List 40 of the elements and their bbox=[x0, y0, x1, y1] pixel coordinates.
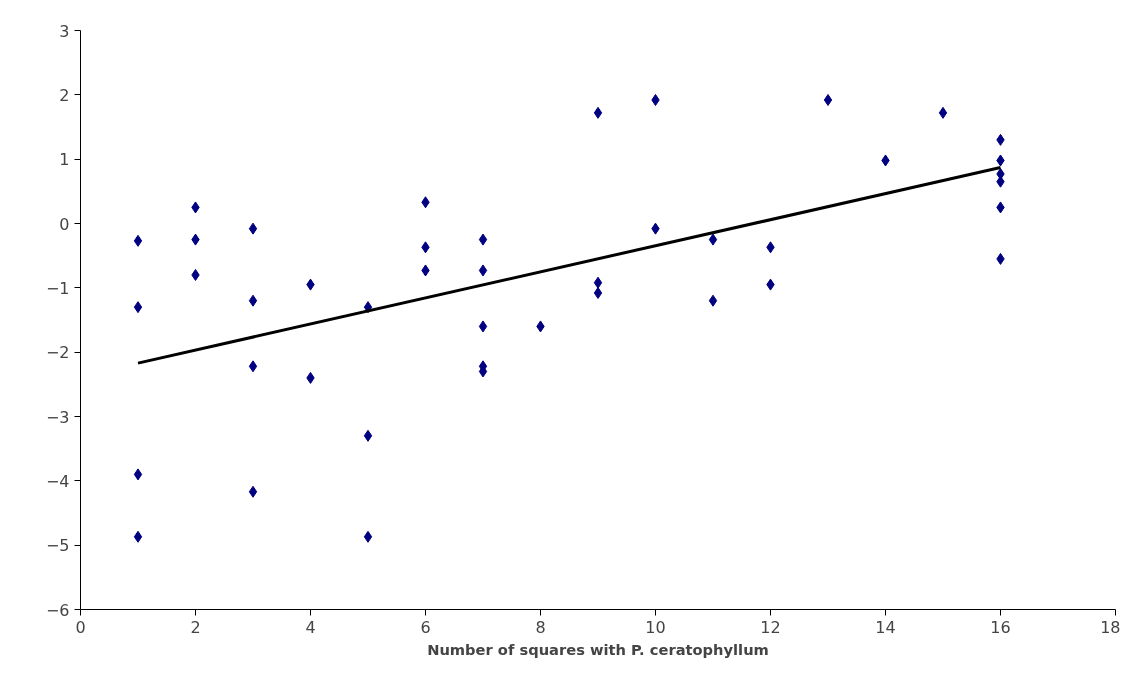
y-tick-label: −5 bbox=[45, 536, 70, 556]
x-tick-label: 6 bbox=[420, 617, 431, 637]
point bbox=[248, 294, 258, 307]
point bbox=[478, 320, 488, 333]
point bbox=[133, 234, 143, 247]
x-tick-label: 12 bbox=[760, 617, 781, 637]
point bbox=[478, 233, 488, 246]
point bbox=[248, 485, 258, 498]
point bbox=[938, 106, 948, 119]
y-tick-label: 2 bbox=[59, 85, 70, 105]
point bbox=[133, 530, 143, 543]
point bbox=[363, 429, 373, 442]
y-tick-label: −4 bbox=[45, 471, 70, 491]
point bbox=[248, 222, 258, 235]
point bbox=[593, 276, 603, 289]
x-tick-label: 18 bbox=[1100, 617, 1121, 637]
x-tick-label: 2 bbox=[190, 617, 201, 637]
point bbox=[363, 530, 373, 543]
point bbox=[708, 294, 718, 307]
x-axis-title: Number of squares with P. ceratophyllum bbox=[427, 640, 769, 658]
x-tick-label: 8 bbox=[535, 617, 546, 637]
x-tick-label: 4 bbox=[305, 617, 316, 637]
y-tick-label: 3 bbox=[59, 21, 70, 41]
y-tick-label: 1 bbox=[59, 150, 70, 170]
y-tick-label: −1 bbox=[45, 278, 70, 298]
y-tick-label: −3 bbox=[45, 407, 70, 427]
y-tick-label: −6 bbox=[45, 600, 70, 620]
point bbox=[708, 233, 718, 246]
point bbox=[133, 468, 143, 481]
point bbox=[248, 360, 258, 373]
point bbox=[823, 93, 833, 106]
x-tick-label: 0 bbox=[75, 617, 86, 637]
point bbox=[478, 264, 488, 277]
x-tick-label: 10 bbox=[645, 617, 666, 637]
x-tick-label: 14 bbox=[875, 617, 896, 637]
point bbox=[593, 106, 603, 119]
x-tick-label: 16 bbox=[990, 617, 1011, 637]
point bbox=[133, 301, 143, 314]
y-tick-label: 0 bbox=[59, 214, 70, 234]
y-tick-label: −2 bbox=[45, 343, 70, 363]
